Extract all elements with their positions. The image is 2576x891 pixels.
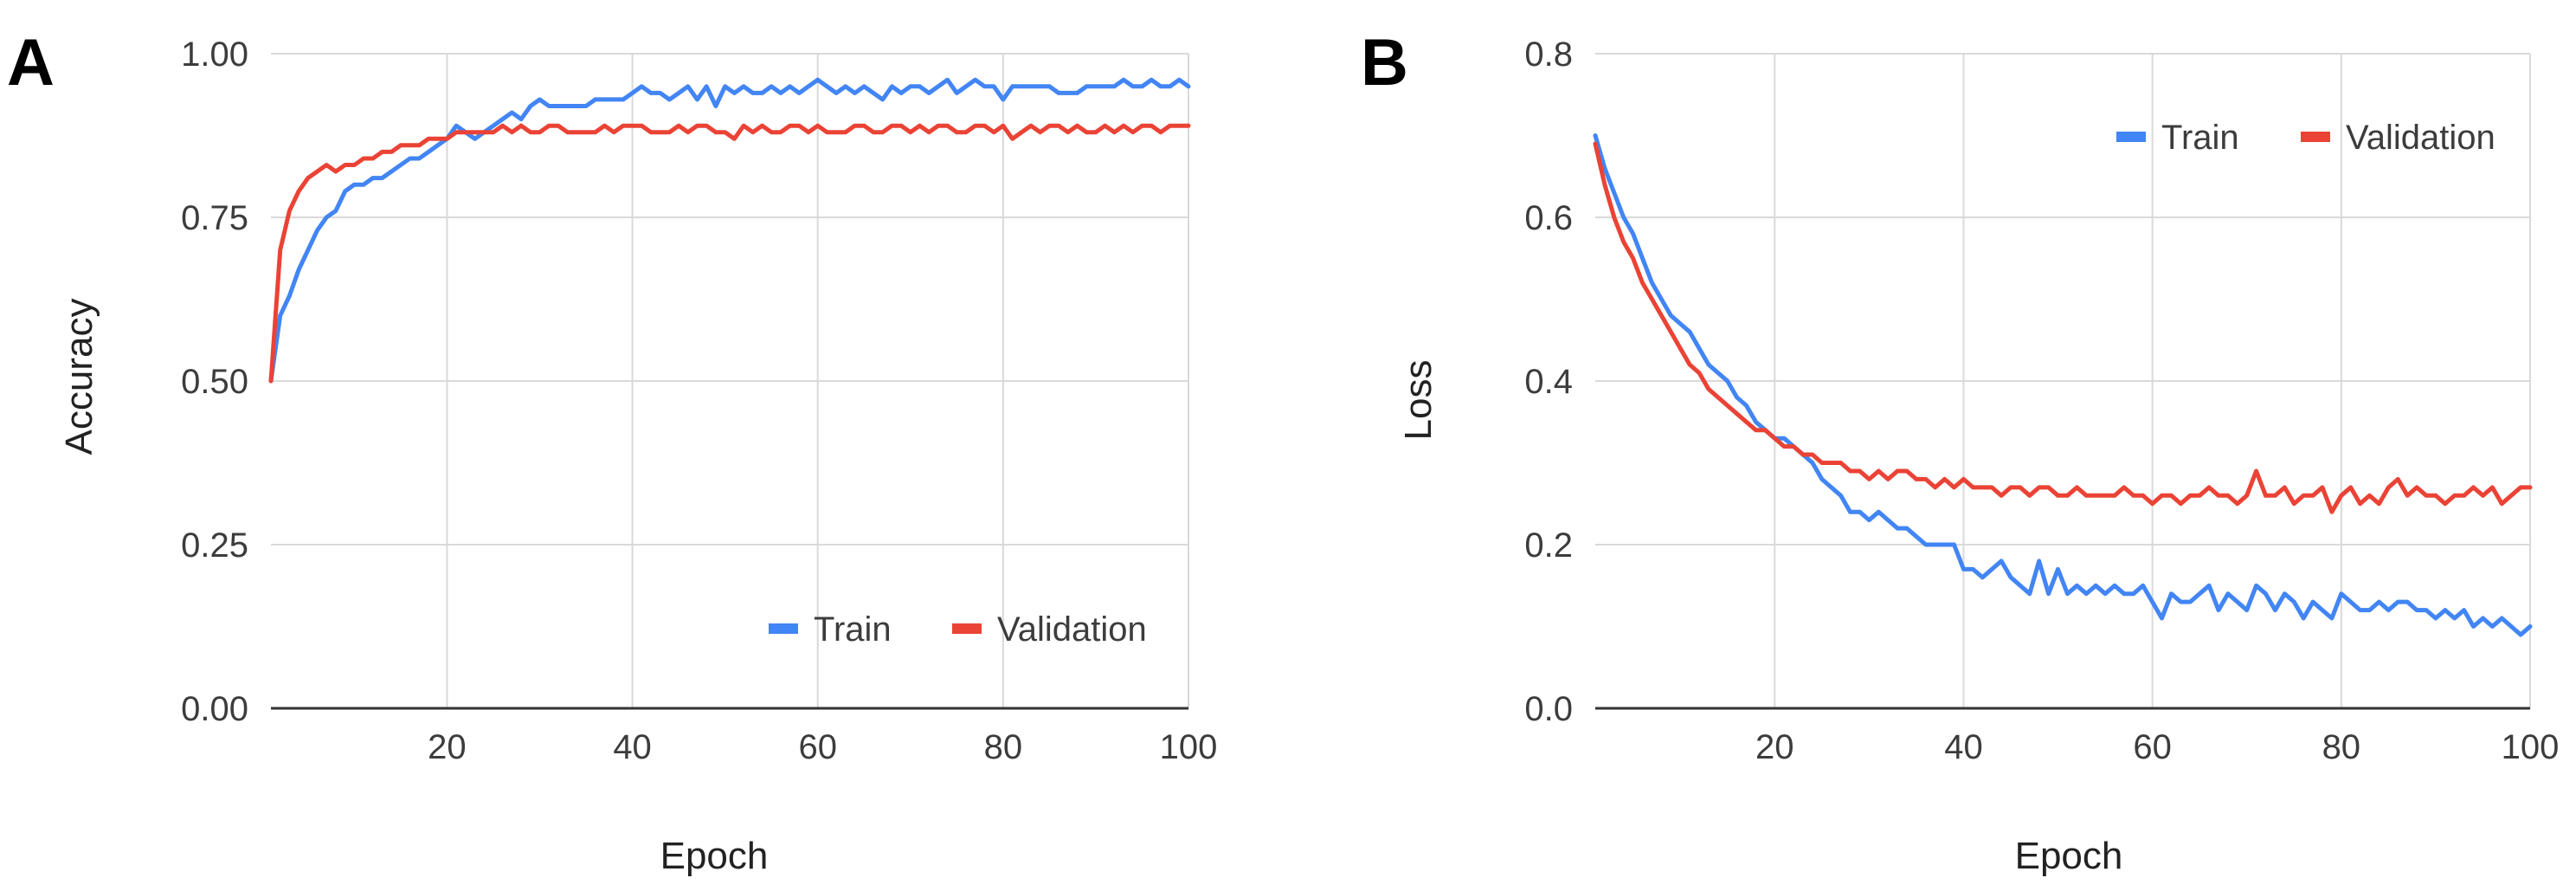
y-tick-label-a: 0.50 [181,363,248,401]
y-axis-title-b: Loss [1397,360,1439,441]
y-tick-label-a: 0.25 [181,526,248,565]
panel-b-loss-chart: B 0.00.20.40.60.820 40 60 80 100 Epoch Loss … [1361,26,2559,877]
legend-a: Train Validation [769,610,1147,649]
x-tick-label-a: 20 [428,728,467,766]
legend-label-validation-b: Validation [2346,119,2496,157]
y-tick-label-b: 0.6 [1524,199,1573,237]
series-line-train-a [268,77,1191,384]
legend-label-train-b: Train [2161,119,2239,157]
x-tick-label-b: 60 [2133,728,2172,766]
y-tick-label-b: 0.4 [1524,363,1573,401]
series-line-train-b [1593,133,2533,637]
panel-label-b: B [1361,26,1408,100]
y-tick-label-a: 0.75 [181,199,248,237]
x-tick-label-b: 100 [2502,728,2560,766]
y-tick-label-b: 0.0 [1524,690,1573,728]
legend-b: Train Validation [2116,119,2496,157]
x-axis-title-a: Epoch [660,835,769,877]
legend-label-train-a: Train [814,610,892,649]
y-tick-label-a: 0.00 [181,690,248,728]
panel-label-a: A [7,26,55,100]
y-tick-label-a: 1.00 [181,36,248,74]
x-tick-label-a: 40 [613,728,652,766]
y-axis-title-a: Accuracy [58,299,100,455]
x-tick-label-b: 40 [1944,728,1983,766]
series-line-validation-b [1593,141,2533,514]
x-tick-label-b: 80 [2322,728,2361,766]
x-axis-title-b: Epoch [2015,835,2123,877]
x-tick-label-a: 100 [1160,728,1218,766]
x-tick-label-a: 80 [984,728,1023,766]
legend-label-validation-a: Validation [997,610,1147,649]
y-tick-label-b: 0.8 [1524,36,1573,74]
series-line-validation-a [268,123,1191,384]
x-tick-label-a: 60 [798,728,837,766]
y-tick-label-b: 0.2 [1524,526,1573,565]
x-tick-label-b: 20 [1755,728,1794,766]
